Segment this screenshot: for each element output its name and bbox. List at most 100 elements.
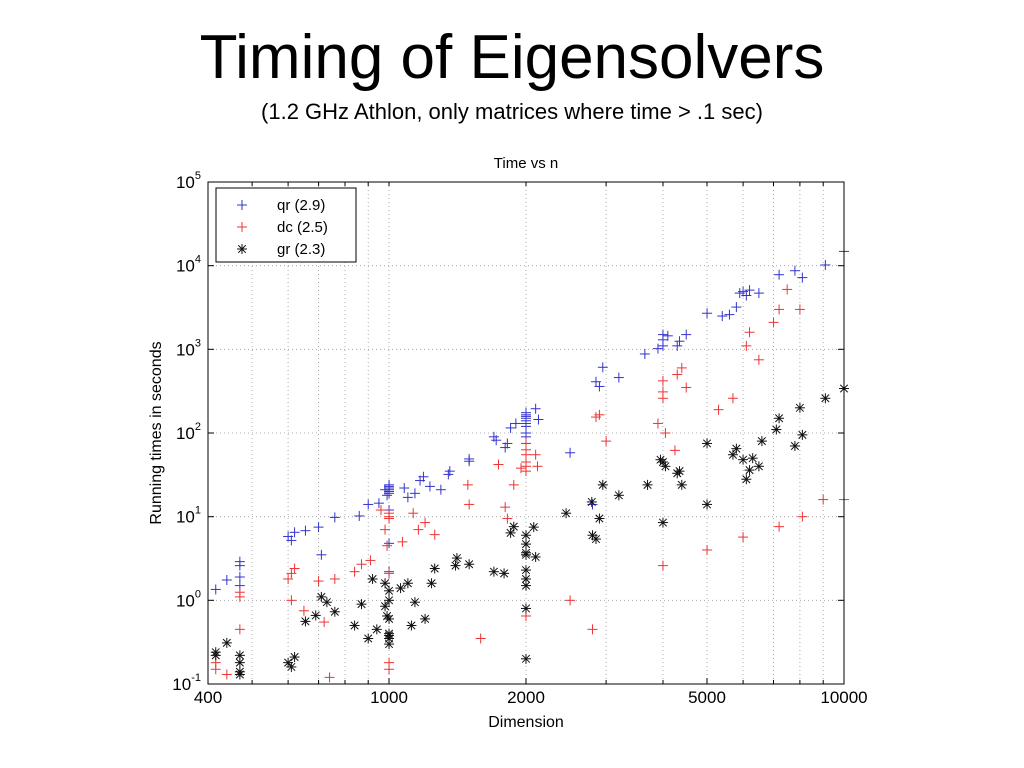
data-point <box>652 418 663 429</box>
data-point <box>363 499 374 510</box>
data-point <box>500 502 511 513</box>
data-point <box>380 578 391 589</box>
data-point <box>234 669 245 680</box>
data-point <box>289 527 300 538</box>
data-point <box>738 532 749 543</box>
data-point <box>753 461 764 472</box>
data-point <box>234 657 245 668</box>
data-points <box>210 246 849 683</box>
data-point <box>356 559 367 570</box>
data-point <box>499 568 510 579</box>
data-point <box>429 563 440 574</box>
data-point <box>286 661 297 672</box>
data-point <box>384 568 395 579</box>
data-point <box>756 436 767 447</box>
data-point <box>774 269 785 280</box>
data-point <box>210 584 221 595</box>
data-point <box>289 652 300 663</box>
data-point <box>475 633 486 644</box>
data-point <box>532 461 543 472</box>
data-point <box>286 535 297 546</box>
data-point <box>713 404 724 415</box>
data-point <box>521 466 531 477</box>
data-point <box>652 343 663 354</box>
data-point <box>464 499 475 510</box>
data-point <box>594 381 605 392</box>
data-point <box>502 438 513 449</box>
data-point <box>662 330 673 341</box>
data-point <box>797 429 808 440</box>
data-point <box>451 553 462 564</box>
data-point <box>402 578 413 589</box>
data-point <box>594 409 605 420</box>
y-tick-label: 105 <box>176 170 201 192</box>
series-1 <box>210 284 849 683</box>
data-point <box>768 317 779 328</box>
y-tick-label: 103 <box>176 337 201 359</box>
data-point <box>409 488 420 499</box>
chart-title: Time vs n <box>494 155 558 172</box>
data-point <box>356 599 367 610</box>
data-point <box>210 647 221 658</box>
data-point <box>738 454 749 465</box>
data-point <box>505 422 516 433</box>
data-point <box>298 605 309 616</box>
legend-label: dc (2.5) <box>277 219 328 236</box>
data-point <box>234 572 245 583</box>
data-point <box>797 272 808 283</box>
data-point <box>349 620 360 631</box>
x-tick-label: 2000 <box>507 688 545 707</box>
data-point <box>380 601 391 612</box>
data-point <box>420 517 431 528</box>
data-point <box>744 285 755 296</box>
data-point <box>727 393 738 404</box>
data-point <box>286 595 297 606</box>
data-point <box>505 527 516 538</box>
data-point <box>820 259 831 270</box>
data-point <box>674 466 685 477</box>
data-point <box>657 340 668 351</box>
data-point <box>319 617 330 628</box>
series-2 <box>210 383 849 680</box>
data-point <box>774 521 785 532</box>
data-point <box>702 544 713 555</box>
data-point <box>561 508 572 519</box>
data-point <box>747 453 758 464</box>
data-point <box>329 606 340 617</box>
data-point <box>639 348 650 359</box>
data-point <box>349 566 360 577</box>
data-point <box>797 511 808 522</box>
data-point <box>384 538 395 549</box>
data-point <box>384 488 395 499</box>
data-point <box>424 481 435 492</box>
data-point <box>324 672 335 683</box>
data-point <box>794 402 805 413</box>
data-point <box>375 505 386 516</box>
data-point <box>771 424 782 435</box>
data-point <box>613 490 624 501</box>
data-point <box>488 566 499 577</box>
data-point <box>310 610 321 621</box>
y-tick-label: 101 <box>176 505 201 527</box>
data-point <box>744 465 755 476</box>
data-point <box>565 595 576 606</box>
slide-subtitle: (1.2 GHz Athlon, only matrices where tim… <box>261 99 763 124</box>
data-point <box>464 453 475 464</box>
x-axis-label: Dimension <box>488 714 564 731</box>
data-point <box>221 637 232 648</box>
data-point <box>234 591 245 602</box>
data-point <box>221 669 232 680</box>
data-point <box>590 534 601 545</box>
data-point <box>676 479 687 490</box>
data-point <box>774 304 785 315</box>
data-point <box>521 653 531 664</box>
data-point <box>367 573 378 584</box>
data-point <box>399 483 410 494</box>
data-point <box>702 438 713 449</box>
data-point <box>397 536 408 547</box>
data-point <box>586 496 597 507</box>
data-point <box>384 513 395 524</box>
y-axis-label: Running times in seconds <box>148 341 165 524</box>
data-point <box>395 583 406 594</box>
data-point <box>500 442 511 453</box>
